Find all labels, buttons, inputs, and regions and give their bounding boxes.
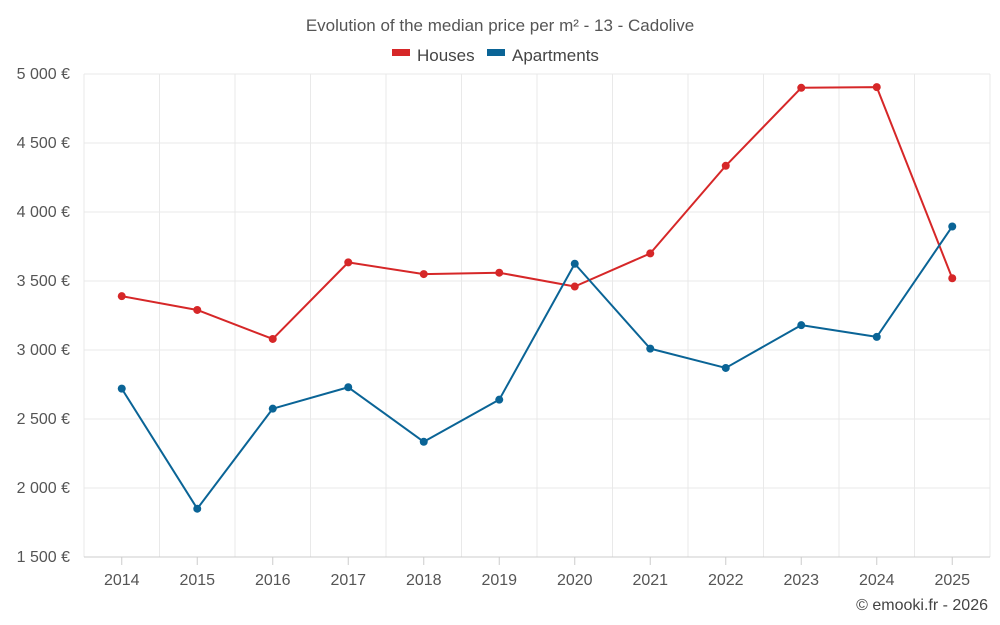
y-tick-label: 5 000 € xyxy=(17,66,70,83)
x-tick-label: 2017 xyxy=(330,572,366,589)
credit-text: © emooki.fr - 2026 xyxy=(856,597,988,614)
x-tick-label: 2023 xyxy=(783,572,819,589)
data-point-houses[interactable] xyxy=(268,334,277,343)
data-point-apartments[interactable] xyxy=(721,363,730,372)
x-tick-label: 2015 xyxy=(179,572,215,589)
data-point-houses[interactable] xyxy=(193,305,202,314)
data-point-houses[interactable] xyxy=(721,161,730,170)
data-point-houses[interactable] xyxy=(419,270,428,279)
data-point-apartments[interactable] xyxy=(419,437,428,446)
data-point-houses[interactable] xyxy=(948,274,957,283)
data-point-apartments[interactable] xyxy=(797,321,806,330)
y-axis: 1 500 € 2 000 € 2 500 € 3 000 € 3 500 € 4 000… xyxy=(17,66,70,566)
x-tick-label: 2018 xyxy=(406,572,442,589)
y-tick-label: 4 500 € xyxy=(17,135,70,152)
legend-swatch-houses xyxy=(392,49,410,56)
y-tick-label: 3 500 € xyxy=(17,273,70,290)
chart-title: Evolution of the median price per m² - 1… xyxy=(306,16,694,35)
x-tick-label: 2014 xyxy=(104,572,140,589)
legend-label-apartments[interactable]: Apartments xyxy=(512,46,599,65)
series-line-houses xyxy=(121,86,954,340)
data-point-apartments[interactable] xyxy=(948,222,957,231)
y-tick-label: 1 500 € xyxy=(17,549,70,566)
data-point-houses[interactable] xyxy=(344,258,353,267)
x-tick-label: 2020 xyxy=(557,572,593,589)
legend-label-houses[interactable]: Houses xyxy=(417,46,475,65)
data-point-apartments[interactable] xyxy=(193,504,202,513)
data-point-apartments[interactable] xyxy=(344,383,353,392)
x-axis: 2014 2015 2016 2017 2018 2019 2020 2021 2022 2023… xyxy=(84,556,990,589)
x-tick-label: 2016 xyxy=(255,572,291,589)
data-point-houses[interactable] xyxy=(646,249,655,258)
x-tick-label: 2019 xyxy=(481,572,517,589)
y-tick-label: 2 500 € xyxy=(17,411,70,428)
data-point-houses[interactable] xyxy=(797,83,806,92)
x-tick-label: 2025 xyxy=(934,572,970,589)
x-tick-label: 2021 xyxy=(632,572,668,589)
series-lines xyxy=(117,83,957,513)
x-tick-label: 2022 xyxy=(708,572,744,589)
data-point-apartments[interactable] xyxy=(495,395,504,404)
y-tick-label: 4 000 € xyxy=(17,204,70,221)
legend-swatch-apartments xyxy=(487,49,505,56)
data-point-houses[interactable] xyxy=(570,282,579,291)
data-point-houses[interactable] xyxy=(872,83,881,92)
y-tick-label: 3 000 € xyxy=(17,342,70,359)
grid-lines xyxy=(83,73,991,557)
data-point-apartments[interactable] xyxy=(570,259,579,268)
series-line-apartments xyxy=(120,225,954,510)
legend: Houses Apartments xyxy=(392,46,599,65)
data-point-apartments[interactable] xyxy=(117,384,126,393)
data-point-houses[interactable] xyxy=(117,292,126,301)
x-tick-label: 2024 xyxy=(859,572,895,589)
data-point-apartments[interactable] xyxy=(646,344,655,353)
data-point-houses[interactable] xyxy=(495,268,504,277)
data-point-apartments[interactable] xyxy=(268,404,277,413)
y-tick-label: 2 000 € xyxy=(17,480,70,497)
data-point-apartments[interactable] xyxy=(872,332,881,341)
